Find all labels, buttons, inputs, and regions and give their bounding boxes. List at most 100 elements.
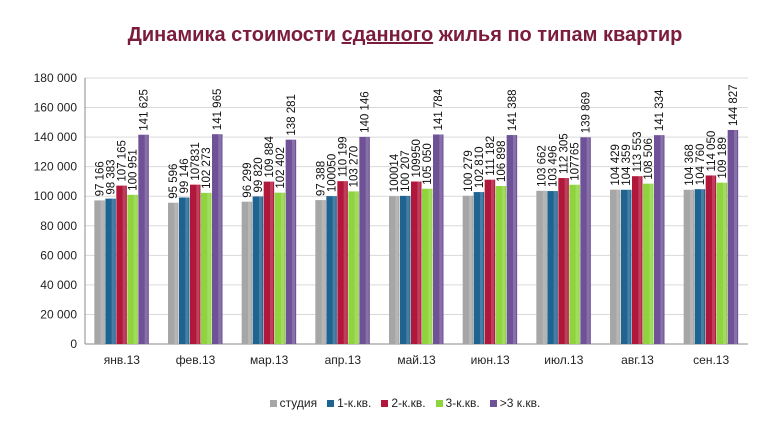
bar-highlight [417, 181, 421, 344]
bar [558, 178, 569, 344]
bar-highlight [553, 191, 557, 344]
data-label: 109950 [411, 139, 423, 177]
bar-highlight [428, 188, 432, 344]
bar [411, 181, 422, 344]
legend-swatch [435, 400, 443, 407]
x-tick-label: авг.13 [621, 353, 654, 367]
data-label: 107765 [570, 142, 582, 180]
bar [337, 181, 348, 344]
bar [643, 183, 654, 344]
bar-highlight [700, 189, 705, 344]
bar [705, 175, 717, 344]
bar [389, 196, 400, 344]
data-label: 96 299 [242, 163, 254, 198]
bar-highlight [395, 196, 399, 344]
bar [727, 129, 739, 344]
bar [116, 185, 127, 344]
legend-label: >3 к.кв. [499, 396, 541, 410]
legend-swatch [489, 400, 497, 407]
bar-highlight [689, 189, 694, 344]
title-part-underlined: сданного [341, 24, 434, 46]
bar [127, 194, 138, 344]
bar-highlight [711, 175, 716, 344]
y-tick-label: 80 000 [40, 219, 77, 233]
legend-label: 1-к.кв. [337, 396, 372, 410]
bar [359, 136, 370, 344]
bar [547, 191, 558, 344]
bar [506, 135, 518, 344]
legend-label: 2-к.кв. [391, 396, 426, 410]
bar-highlight [479, 192, 484, 344]
data-label: 107831 [190, 142, 202, 180]
data-label: 100 951 [128, 149, 140, 191]
bar-highlight [133, 194, 137, 344]
bar [400, 195, 411, 344]
legend-swatch [327, 400, 335, 407]
data-label: 99 146 [179, 158, 191, 193]
bar [683, 189, 695, 344]
title-part: Динамика стоимости [127, 24, 342, 46]
bar-highlight [321, 200, 325, 344]
bar-highlight [111, 198, 115, 344]
bar [473, 192, 485, 344]
y-tick-label: 60 000 [40, 248, 77, 262]
y-tick-label: 180 000 [34, 71, 78, 85]
data-label: 104 368 [684, 144, 696, 186]
data-label: 111 182 [485, 136, 497, 176]
bar-highlight [291, 139, 296, 344]
bar-highlight [174, 202, 178, 344]
bar-highlight [575, 184, 579, 344]
data-label: 95 596 [168, 164, 180, 199]
x-tick-label: апр.13 [325, 353, 362, 367]
y-tick-label: 160 000 [34, 101, 78, 115]
bar [212, 134, 223, 344]
bar [462, 195, 474, 344]
bar-highlight [247, 201, 252, 344]
bar-highlight [490, 179, 495, 344]
bar-highlight [660, 135, 664, 344]
bar [263, 181, 275, 344]
data-label: 139 869 [581, 92, 593, 134]
bar-highlight [207, 192, 211, 344]
legend-label: 3-к.кв. [445, 396, 480, 410]
bar-highlight [468, 195, 473, 344]
bar [274, 192, 286, 344]
bar-highlight [439, 134, 443, 344]
bar [716, 182, 728, 344]
bar [315, 200, 326, 344]
x-tick-label: май.13 [397, 353, 436, 367]
data-label: 109 189 [717, 137, 729, 179]
x-tick-label: фев.13 [176, 353, 216, 367]
y-tick-label: 20 000 [40, 307, 77, 321]
data-label: 104 429 [610, 144, 622, 186]
data-label: 141 625 [139, 89, 151, 131]
bar [621, 189, 632, 344]
data-label: 141 965 [212, 89, 224, 131]
bar-highlight [144, 134, 148, 344]
bar [326, 196, 337, 344]
data-label: 114 050 [706, 131, 718, 172]
legend-swatch [269, 400, 277, 407]
bar [580, 137, 591, 344]
x-tick-label: мар.13 [250, 353, 289, 367]
y-tick-label: 100 000 [34, 189, 78, 203]
data-label: 99 820 [253, 157, 265, 192]
legend-label: студия [279, 396, 318, 410]
data-label: 102 810 [474, 146, 486, 188]
data-label: 138 281 [286, 94, 298, 136]
bar [168, 202, 179, 344]
y-tick-label: 140 000 [34, 130, 78, 144]
bar-highlight [542, 190, 546, 344]
data-label: 102 273 [201, 147, 213, 189]
y-tick-label: 0 [70, 337, 77, 351]
data-label: 97 388 [316, 161, 328, 196]
data-label: 105 050 [422, 143, 434, 185]
bar [569, 184, 580, 344]
legend-item: >3 к.кв. [489, 396, 541, 410]
legend-item: 1-к.кв. [327, 396, 371, 410]
bar-highlight [722, 182, 727, 344]
bar [252, 196, 264, 344]
data-label: 141 388 [507, 89, 519, 131]
legend-item: студия [269, 396, 318, 410]
